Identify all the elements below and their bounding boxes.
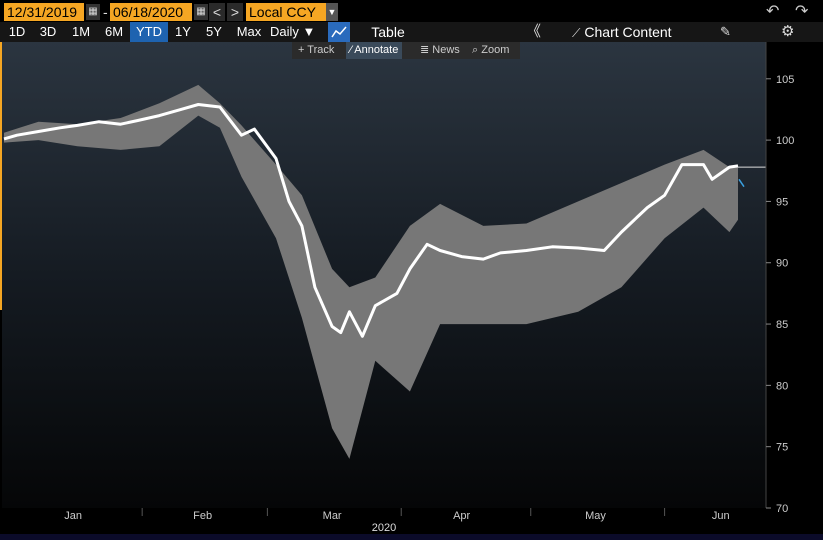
track-tool[interactable]: + Track (294, 42, 338, 59)
table-button[interactable]: Table (371, 24, 405, 40)
x-axis-label: 2020 (372, 522, 396, 534)
period-6m-button[interactable]: 6M (104, 24, 124, 39)
annotate-tool[interactable]: ⁄ Annotate (346, 42, 403, 59)
currency-select[interactable]: Local CCY (246, 3, 326, 21)
chart-content-button[interactable]: ⟋ Chart Content (572, 22, 672, 43)
x-tick-label: Apr (453, 510, 470, 522)
news-tool[interactable]: ≣ News (416, 42, 464, 59)
end-date-field[interactable]: 06/18/2020 (110, 3, 192, 21)
x-tick-label: Jan (64, 510, 82, 522)
calendar-icon[interactable]: ▦ (86, 4, 100, 20)
crosshair-icon: + (298, 44, 305, 56)
redo-icon[interactable]: ↷ (795, 3, 809, 20)
line-chart-icon[interactable] (328, 22, 350, 42)
news-label: News (432, 44, 460, 56)
y-tick-label: 105 (776, 74, 794, 86)
range-band (4, 84, 738, 459)
start-date-field[interactable]: 12/31/2019 (4, 3, 84, 21)
period-max-button[interactable]: Max (236, 24, 262, 39)
chevron-right-icon[interactable]: > (227, 3, 243, 21)
calendar-icon[interactable]: ▦ (194, 4, 208, 20)
chart-tools-bar: + Track ⁄ Annotate ≣ News ⌕ Zoom (292, 42, 520, 59)
chart-content-label: Chart Content (584, 24, 672, 40)
y-tick-label: 80 (776, 380, 788, 392)
period-3d-button[interactable]: 3D (39, 24, 57, 39)
y-tick-label: 85 (776, 319, 788, 331)
period-toolbar: 1D 3D 1M 6M YTD 1Y 5Y Max Daily ▼ Table … (0, 22, 823, 42)
chevron-left-icon[interactable]: < (209, 3, 225, 21)
zoom-tool[interactable]: ⌕ Zoom (468, 42, 513, 59)
x-tick-label: Jun (712, 510, 730, 522)
price-line (3, 103, 739, 338)
edit-icon[interactable]: ✎ (720, 24, 731, 39)
secondary-line (738, 178, 745, 188)
period-1y-button[interactable]: 1Y (175, 24, 191, 39)
y-tick-label: 70 (776, 503, 788, 515)
period-1d-button[interactable]: 1D (8, 24, 26, 39)
collapse-icon[interactable]: 《 (526, 23, 542, 40)
y-tick-label: 75 (776, 442, 788, 454)
news-icon: ≣ (420, 44, 430, 56)
y-tick-label: 95 (776, 196, 788, 208)
chevron-down-icon[interactable]: ▼ (326, 3, 338, 21)
date-separator: - (103, 4, 108, 20)
period-5y-button[interactable]: 5Y (206, 24, 222, 39)
zoom-label: Zoom (481, 44, 510, 56)
frequency-select[interactable]: Daily ▼ (270, 24, 316, 39)
x-tick-label: Feb (193, 510, 212, 522)
x-tick-label: May (585, 510, 606, 522)
status-band (0, 534, 823, 540)
period-1m-button[interactable]: 1M (71, 24, 91, 39)
gear-icon[interactable]: ⚙ (781, 23, 795, 40)
y-tick-label: 90 (776, 258, 788, 270)
period-ytd-button[interactable]: YTD (130, 22, 168, 42)
track-label: Track (307, 44, 335, 56)
annotate-label: Annotate (354, 44, 399, 56)
zoom-icon: ⌕ (472, 44, 479, 56)
y-tick-label: 100 (776, 135, 794, 147)
undo-icon[interactable]: ↶ (766, 3, 780, 20)
left-marker (0, 42, 2, 310)
top-toolbar: 12/31/2019 ▦ - 06/18/2020 ▦ < > Local CC… (0, 0, 823, 22)
chart-content-icon: ⟋ (572, 26, 581, 40)
x-tick-label: Mar (323, 510, 342, 522)
pencil-icon: ⁄ (350, 44, 352, 56)
